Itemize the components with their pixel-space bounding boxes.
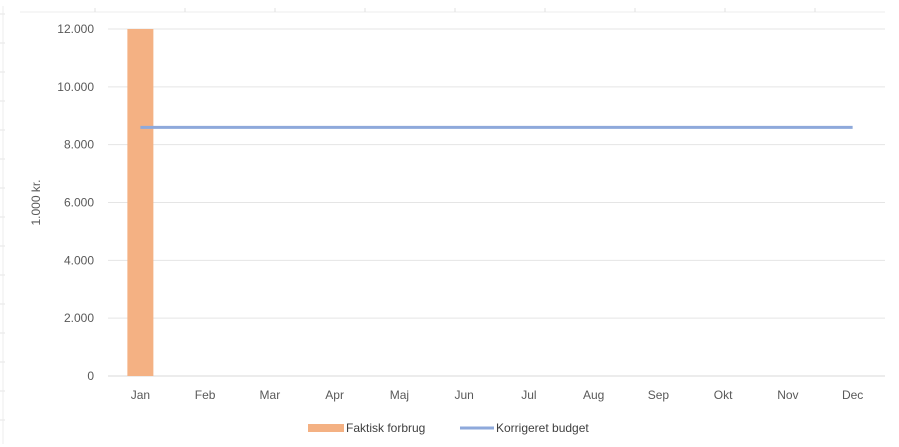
legend-label: Korrigeret budget	[496, 421, 589, 435]
legend-label: Faktisk forbrug	[346, 421, 425, 435]
legend: Faktisk forbrug Korrigeret budget	[308, 421, 589, 435]
left-edge-ticks	[0, 6, 885, 444]
y-tick-label: 2.000	[64, 311, 94, 325]
y-tick-label: 6.000	[64, 196, 94, 210]
x-tick-label: Aug	[583, 388, 604, 402]
x-tick-label: Jul	[521, 388, 536, 402]
bar-series	[127, 29, 154, 376]
y-tick-label: 12.000	[57, 22, 94, 36]
x-tick-label: Mar	[260, 388, 281, 402]
y-axis-tick-labels: 0 2.000 4.000 6.000 8.000 10.000 12.000	[57, 22, 94, 383]
y-tick-label: 4.000	[64, 253, 94, 267]
x-tick-label: Maj	[390, 388, 409, 402]
x-axis-tick-labels: Jan Feb Mar Apr Maj Jun Jul Aug Sep Okt Nov Dec	[131, 388, 864, 402]
x-tick-label: Sep	[648, 388, 670, 402]
y-tick-label: 10.000	[57, 80, 94, 94]
x-tick-label: Dec	[842, 388, 863, 402]
x-tick-label: Apr	[325, 388, 344, 402]
gridlines	[108, 28, 885, 377]
y-tick-label: 8.000	[64, 138, 94, 152]
x-tick-label: Feb	[195, 388, 216, 402]
legend-swatch-bar	[308, 424, 344, 432]
y-axis-title: 1.000 kr.	[29, 179, 43, 225]
x-tick-label: Jan	[131, 388, 150, 402]
x-tick-label: Jun	[454, 388, 473, 402]
x-tick-label: Okt	[714, 388, 733, 402]
x-tick-label: Nov	[777, 388, 798, 402]
bar	[127, 29, 154, 376]
y-tick-label: 0	[87, 369, 94, 383]
